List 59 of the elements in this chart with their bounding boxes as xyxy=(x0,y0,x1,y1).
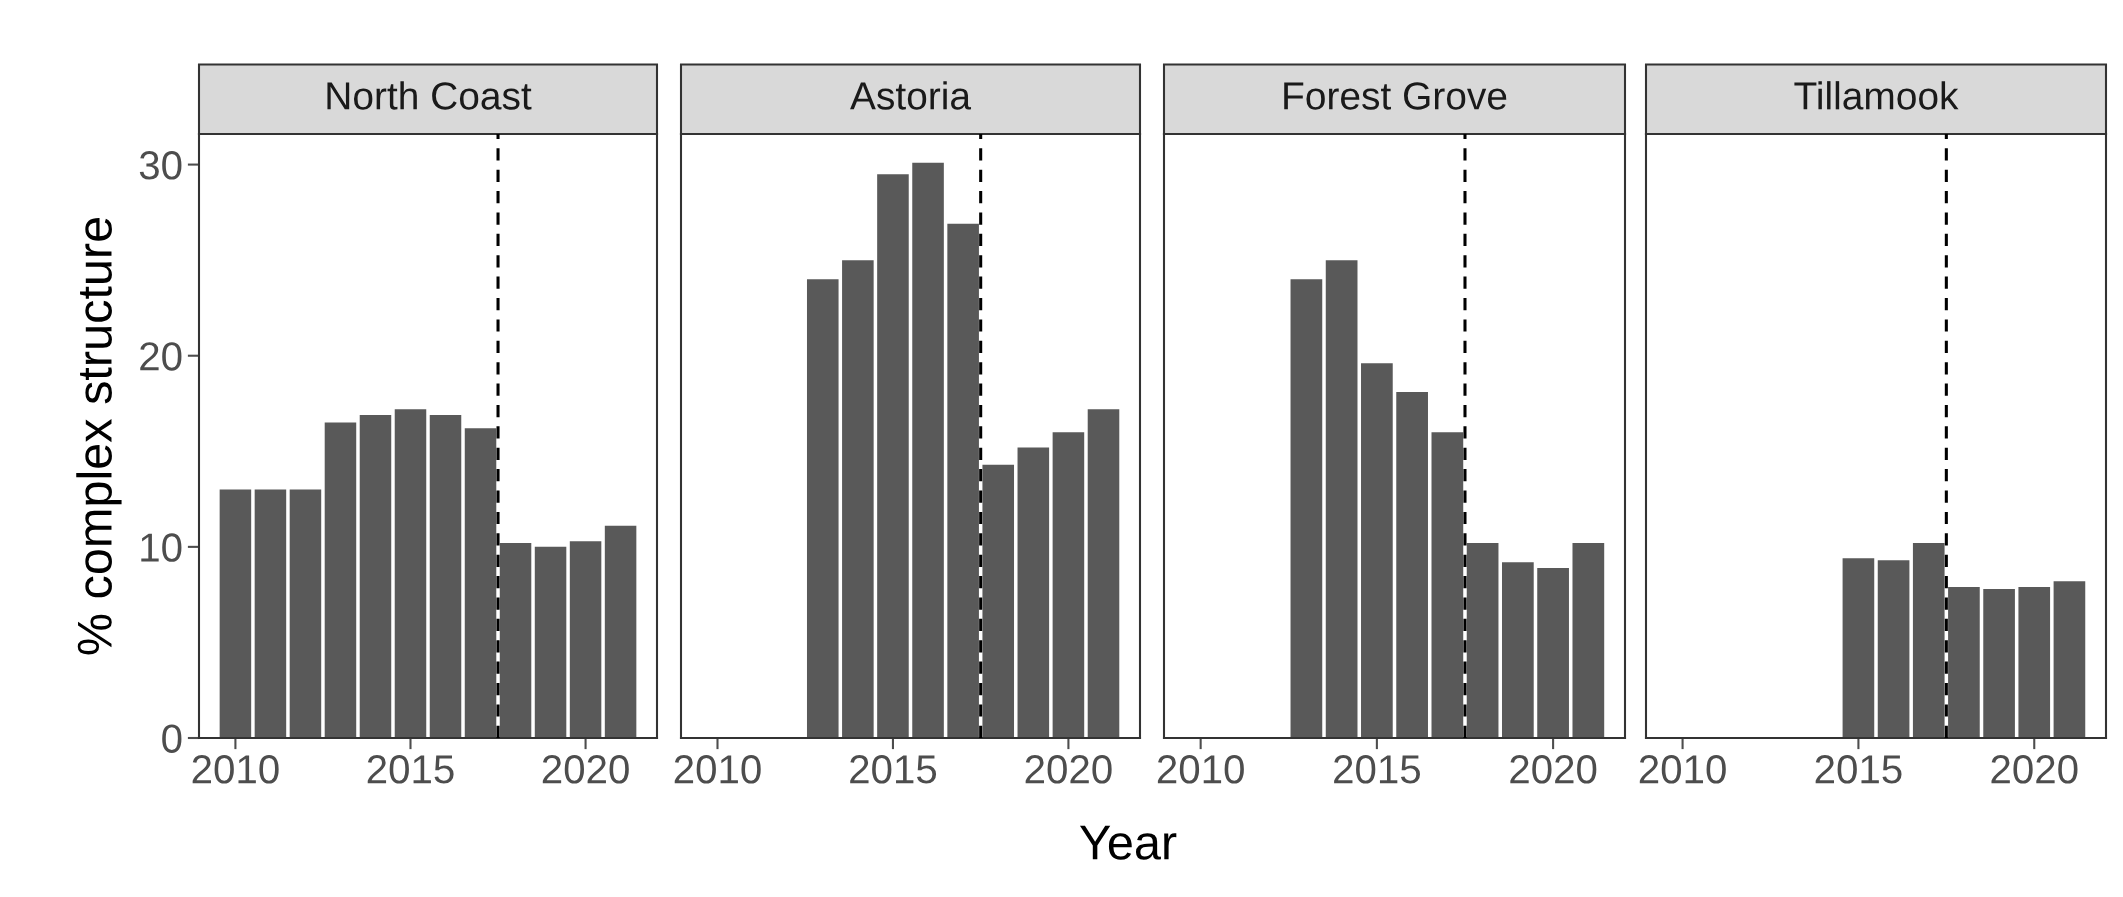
bar xyxy=(1502,562,1534,738)
bar xyxy=(1537,567,1569,738)
bar xyxy=(1912,543,1945,738)
bar xyxy=(982,464,1015,738)
bar xyxy=(1948,587,1980,738)
y-axis-title: % complex structure xyxy=(76,217,122,655)
x-tick-label: 2010 xyxy=(1157,755,1244,784)
x-tick-label: 2010 xyxy=(192,755,279,784)
bar xyxy=(1290,279,1323,738)
y-tick-label: 20 xyxy=(140,342,182,371)
bar xyxy=(1361,363,1393,738)
bar xyxy=(1325,260,1358,738)
x-tick-label: 2020 xyxy=(1991,755,2078,784)
bar xyxy=(289,489,322,738)
x-tick-label: 2010 xyxy=(674,755,761,784)
bar xyxy=(1017,447,1050,738)
bar xyxy=(1052,432,1085,738)
bar xyxy=(2053,581,2086,738)
bar xyxy=(254,489,287,738)
chart-title: Tillamook xyxy=(1794,81,1959,110)
bar xyxy=(912,162,944,738)
bar xyxy=(947,223,979,738)
x-tick-label: 2020 xyxy=(542,755,629,784)
bar xyxy=(877,174,909,738)
bar xyxy=(324,422,357,738)
bar xyxy=(499,543,532,738)
y-tick-label: 0 xyxy=(162,724,182,753)
bar xyxy=(464,428,497,738)
bar xyxy=(806,279,839,738)
bar xyxy=(569,541,602,738)
x-tick-label: 2015 xyxy=(850,755,937,784)
bar xyxy=(842,260,874,738)
x-tick-label: 2015 xyxy=(1815,755,1902,784)
bar xyxy=(1877,560,1910,738)
bar xyxy=(534,546,567,738)
chart-title: Forest Grove xyxy=(1284,82,1507,110)
bar xyxy=(1087,409,1120,738)
x-tick-label: 2015 xyxy=(1334,755,1420,784)
bar xyxy=(429,414,462,738)
bar xyxy=(604,525,637,738)
bar xyxy=(1396,392,1428,738)
chart-title: North Coast xyxy=(327,81,532,110)
bar xyxy=(1431,432,1464,738)
bar xyxy=(1842,558,1875,738)
y-tick-label: 10 xyxy=(141,533,182,562)
x-axis-title: Year xyxy=(1079,825,1177,860)
x-tick-label: 2020 xyxy=(1510,755,1597,784)
bar xyxy=(1466,543,1499,738)
bar xyxy=(219,489,252,738)
bar xyxy=(2018,587,2051,738)
x-tick-label: 2020 xyxy=(1025,755,1112,784)
bar xyxy=(1572,543,1605,738)
chart-title: Astoria xyxy=(850,81,972,110)
x-tick-label: 2010 xyxy=(1639,755,1726,784)
y-tick-label: 30 xyxy=(139,151,182,180)
bar xyxy=(1983,588,2015,738)
bar xyxy=(394,409,427,738)
x-tick-label: 2015 xyxy=(367,755,454,784)
bar xyxy=(359,414,392,738)
